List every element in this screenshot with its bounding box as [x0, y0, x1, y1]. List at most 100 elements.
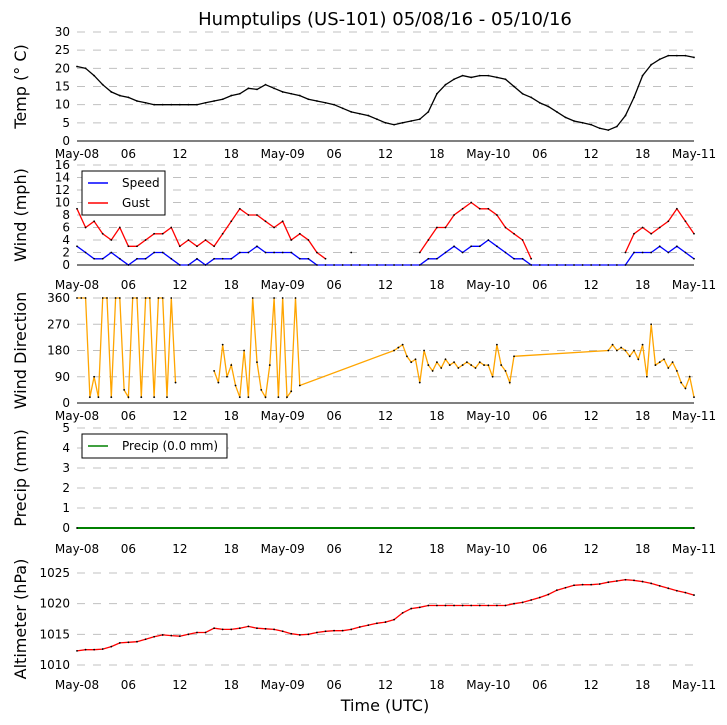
data-point: [667, 587, 670, 590]
data-point: [93, 220, 96, 223]
data-point: [213, 257, 216, 260]
data-point: [607, 349, 610, 352]
data-point: [187, 103, 190, 106]
data-point: [658, 584, 661, 587]
data-point: [436, 604, 438, 607]
data-point: [461, 207, 464, 210]
x-tick-label: 18: [224, 542, 239, 556]
data-point: [324, 630, 327, 633]
data-point: [187, 239, 190, 241]
data-point: [144, 257, 147, 260]
data-point: [153, 396, 156, 399]
data-point: [658, 245, 661, 248]
data-point: [675, 245, 678, 248]
data-point: [633, 251, 635, 254]
x-tick-label: May-10: [466, 542, 510, 556]
data-point: [641, 74, 644, 77]
data-point: [153, 232, 156, 235]
data-point: [555, 589, 558, 592]
data-point: [427, 239, 430, 241]
data-point: [457, 367, 460, 369]
data-point: [101, 648, 104, 650]
x-tick-label: 12: [378, 678, 393, 692]
data-point: [290, 251, 293, 254]
panel-0: 0 5 10 15 20 25 30 May-08 06 12 18 May-09 06 12 18 May-…: [11, 25, 716, 161]
data-point: [281, 251, 284, 254]
y-tick-label: 10: [55, 98, 70, 112]
data-point: [273, 628, 275, 631]
x-tick-label: May-09: [261, 409, 305, 423]
y-tick-label: 2: [62, 481, 70, 495]
data-point: [350, 251, 353, 254]
data-point: [667, 251, 670, 254]
data-point: [564, 586, 567, 589]
y-tick-label: 1: [62, 501, 70, 515]
x-tick-label: 06: [121, 409, 136, 423]
data-point: [538, 101, 541, 104]
data-point: [264, 83, 267, 86]
data-point: [286, 396, 288, 399]
data-point: [93, 74, 96, 77]
y-axis-label: Wind (mph): [11, 168, 30, 262]
data-point: [204, 239, 207, 241]
data-point: [547, 105, 550, 108]
data-point: [431, 370, 434, 372]
data-point: [148, 297, 151, 299]
x-tick-label: 12: [172, 542, 187, 556]
data-point: [564, 116, 567, 119]
x-tick-label: 18: [635, 542, 650, 556]
data-point: [307, 98, 310, 101]
data-point: [350, 628, 353, 631]
data-point: [247, 87, 250, 90]
data-point: [376, 622, 378, 625]
y-tick-label: 1020: [39, 597, 70, 611]
series-line-gust: [419, 201, 532, 260]
x-tick-label: 06: [532, 678, 547, 692]
data-point: [226, 375, 228, 378]
y-tick-label: 1015: [39, 627, 70, 641]
x-tick-label: 18: [224, 409, 239, 423]
x-tick-label: 18: [224, 278, 239, 292]
data-point: [688, 375, 691, 378]
data-point: [487, 604, 490, 607]
data-point: [401, 121, 404, 124]
x-tick-label: 12: [378, 409, 393, 423]
data-point: [410, 361, 413, 364]
y-tick-label: 25: [55, 43, 70, 57]
data-point: [204, 264, 207, 266]
data-point: [247, 625, 250, 628]
x-tick-label: May-11: [672, 147, 716, 161]
x-tick-label: May-09: [261, 278, 305, 292]
data-point: [230, 94, 233, 97]
data-point: [487, 239, 490, 241]
data-point: [384, 121, 387, 124]
data-point: [667, 220, 670, 223]
x-tick-label: 12: [584, 147, 599, 161]
data-point: [564, 264, 567, 266]
data-point: [410, 607, 413, 610]
data-point: [444, 83, 447, 86]
data-point: [440, 367, 443, 369]
data-point: [238, 396, 241, 399]
data-point: [170, 634, 173, 637]
data-point: [470, 245, 473, 248]
data-point: [496, 343, 498, 346]
data-point: [290, 92, 293, 95]
x-tick-label: May-09: [261, 542, 305, 556]
data-point: [496, 214, 498, 216]
y-tick-label: 0: [62, 258, 70, 272]
data-point: [118, 226, 121, 229]
data-point: [436, 257, 438, 260]
data-point: [153, 635, 156, 638]
data-point: [418, 251, 421, 254]
x-tick-label: 18: [429, 678, 444, 692]
data-point: [358, 112, 361, 115]
x-tick-label: 06: [326, 542, 341, 556]
data-point: [118, 94, 121, 97]
data-point: [470, 604, 473, 607]
data-point: [671, 361, 674, 364]
data-point: [298, 94, 301, 97]
data-point: [401, 264, 404, 266]
data-point: [521, 239, 524, 241]
data-point: [217, 381, 220, 384]
